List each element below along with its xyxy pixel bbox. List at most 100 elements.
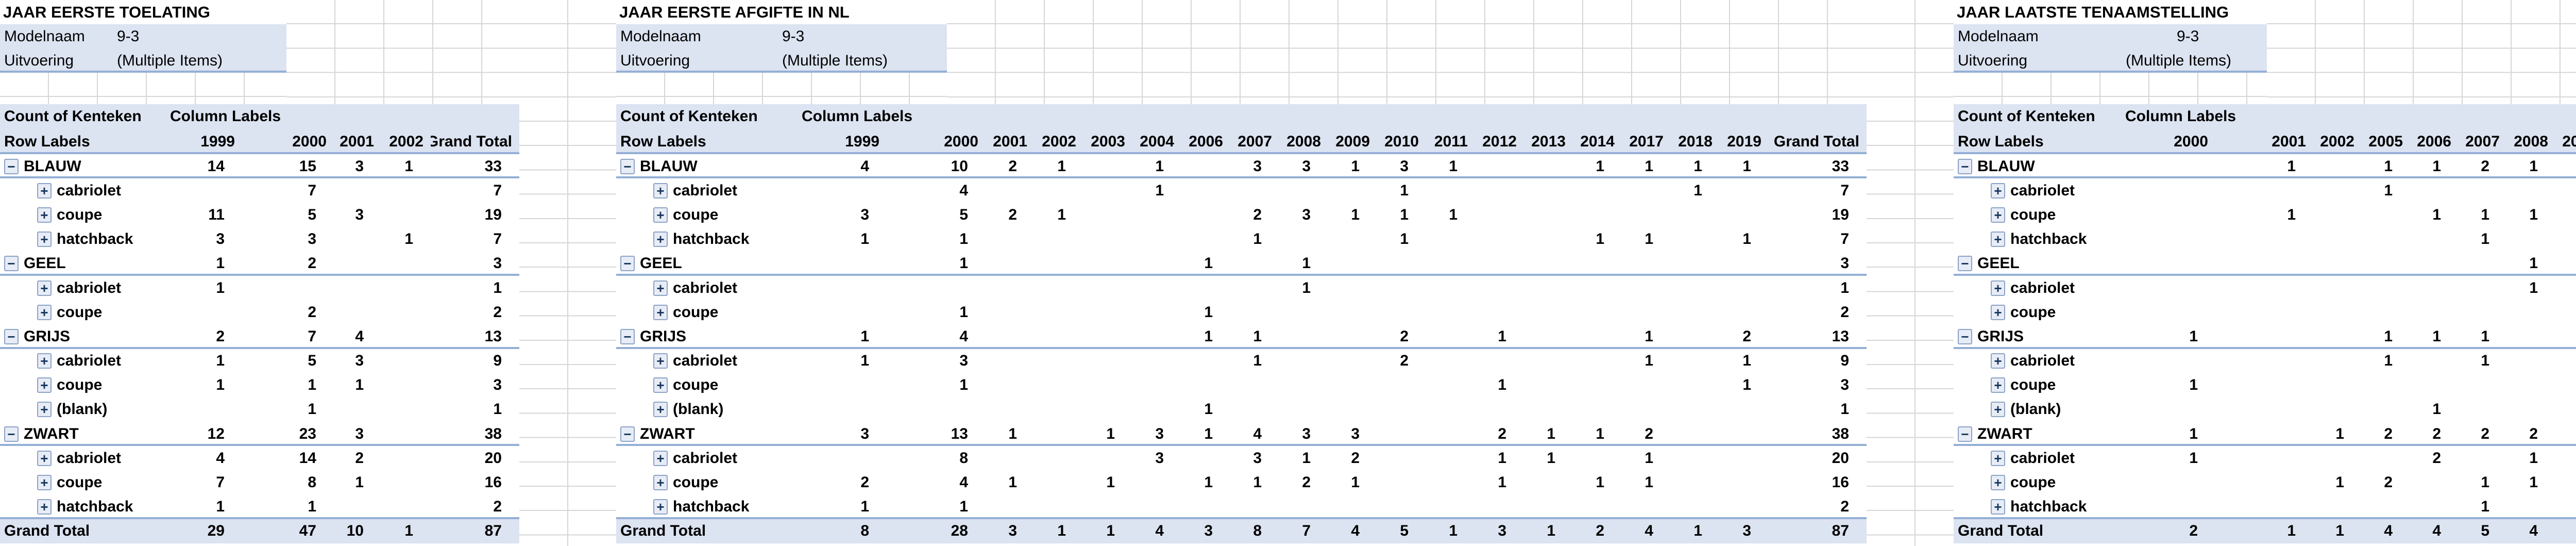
value-cell[interactable]: 14 xyxy=(299,449,316,467)
value-cell[interactable] xyxy=(2507,227,2555,252)
expand-icon[interactable]: + xyxy=(37,402,52,418)
value-cell[interactable]: 1 xyxy=(1204,401,1213,418)
value-cell[interactable] xyxy=(1671,470,1720,494)
row-labels-header-cell[interactable]: Row Labels xyxy=(1954,129,2120,154)
value-cell[interactable]: 1 xyxy=(1400,206,1409,223)
expand-icon[interactable]: + xyxy=(653,183,668,198)
value-cell[interactable] xyxy=(2313,349,2362,373)
row-label-cell[interactable]: + cabriolet xyxy=(1954,349,2120,373)
value-cell[interactable]: 1 xyxy=(1645,230,1653,248)
value-cell[interactable]: 1 xyxy=(1253,474,1262,491)
year-header-cell[interactable]: 1999 xyxy=(796,129,887,154)
value-cell[interactable] xyxy=(1524,252,1573,276)
grand-total-value-cell[interactable]: 4 xyxy=(2507,519,2555,543)
value-cell[interactable] xyxy=(2459,398,2507,422)
value-cell[interactable] xyxy=(381,373,431,398)
value-cell[interactable] xyxy=(986,373,1035,398)
value-cell[interactable] xyxy=(334,178,381,203)
value-cell[interactable] xyxy=(1035,300,1083,324)
year-header-cell[interactable]: 2007 xyxy=(1230,129,1279,154)
row-label-cell[interactable]: + cabriolet xyxy=(0,446,165,470)
expand-icon[interactable]: + xyxy=(37,183,52,198)
grand-total-value-cell[interactable]: 10 xyxy=(334,519,381,543)
value-cell[interactable]: 1 xyxy=(2481,352,2489,370)
column-labels-cell[interactable]: Column Labels xyxy=(796,104,1867,129)
value-cell[interactable]: 1 xyxy=(1547,425,1555,442)
value-cell[interactable] xyxy=(1720,178,1769,203)
grand-total-total-cell[interactable]: 87 xyxy=(431,519,519,543)
row-label-cell[interactable]: + hatchback xyxy=(1954,495,2120,519)
value-cell[interactable]: 1 xyxy=(1155,157,1164,175)
value-cell[interactable]: 15 xyxy=(299,157,316,175)
row-total-cell[interactable]: 33 xyxy=(1832,157,1849,175)
value-cell[interactable] xyxy=(887,398,986,422)
value-cell[interactable]: 1 xyxy=(1742,230,1751,248)
value-cell[interactable]: 4 xyxy=(355,327,364,345)
value-cell[interactable] xyxy=(1426,324,1475,349)
grand-total-value-cell[interactable]: 4 xyxy=(1132,519,1181,543)
value-cell[interactable] xyxy=(2215,252,2313,276)
value-cell[interactable]: 1 xyxy=(216,352,225,370)
value-cell[interactable] xyxy=(2410,252,2459,276)
value-cell[interactable] xyxy=(1230,276,1279,300)
value-cell[interactable] xyxy=(986,276,1035,300)
year-header-cell[interactable]: 2002 xyxy=(2313,129,2362,154)
value-cell[interactable] xyxy=(2120,300,2215,324)
value-cell[interactable]: 7 xyxy=(308,181,316,199)
row-label-cell[interactable]: − ZWART xyxy=(1954,422,2120,446)
year-header-cell[interactable]: 2004 xyxy=(1132,129,1181,154)
value-cell[interactable]: 2 xyxy=(2384,474,2393,491)
value-cell[interactable]: 2 xyxy=(355,449,364,467)
collapse-icon[interactable]: − xyxy=(1958,256,1972,272)
value-cell[interactable]: 1 xyxy=(2189,425,2198,442)
value-cell[interactable] xyxy=(1181,373,1230,398)
row-label-cell[interactable]: − GRIJS xyxy=(0,324,165,349)
grand-total-value-cell[interactable]: 1 xyxy=(381,519,431,543)
value-cell[interactable]: 12 xyxy=(207,425,225,442)
row-label-cell[interactable]: + coupe xyxy=(616,470,796,494)
year-header-cell[interactable]: 2012 xyxy=(1475,129,1524,154)
value-cell[interactable]: 1 xyxy=(404,157,413,175)
value-cell[interactable] xyxy=(986,349,1035,373)
row-label-cell[interactable]: + cabriolet xyxy=(1954,446,2120,470)
collapse-icon[interactable]: − xyxy=(620,158,635,174)
value-cell[interactable] xyxy=(2313,178,2362,203)
year-header-cell[interactable]: 2010 xyxy=(1377,129,1426,154)
value-cell[interactable] xyxy=(1181,178,1230,203)
value-cell[interactable]: 1 xyxy=(308,376,316,394)
value-cell[interactable] xyxy=(1475,300,1524,324)
value-cell[interactable] xyxy=(1181,154,1230,178)
value-cell[interactable]: 3 xyxy=(1302,206,1311,223)
value-cell[interactable]: 3 xyxy=(355,206,364,223)
value-cell[interactable]: 1 xyxy=(1351,206,1360,223)
value-cell[interactable]: 5 xyxy=(308,206,316,223)
value-cell[interactable]: 3 xyxy=(959,352,968,370)
expand-icon[interactable]: + xyxy=(1991,353,2005,369)
value-cell[interactable] xyxy=(986,178,1035,203)
value-cell[interactable] xyxy=(2215,422,2313,446)
value-cell[interactable]: 1 xyxy=(1253,327,1262,345)
row-total-cell[interactable]: 20 xyxy=(484,449,502,467)
value-cell[interactable] xyxy=(2313,276,2362,300)
value-cell[interactable]: 1 xyxy=(959,498,968,516)
grand-total-value-cell[interactable]: 3 xyxy=(1475,519,1524,543)
value-cell[interactable] xyxy=(1132,300,1181,324)
value-cell[interactable] xyxy=(986,398,1035,422)
value-cell[interactable] xyxy=(2120,495,2215,519)
value-cell[interactable]: 1 xyxy=(2529,474,2538,491)
expand-icon[interactable]: + xyxy=(1991,304,2005,320)
row-label-cell[interactable]: + coupe xyxy=(0,203,165,227)
collapse-icon[interactable]: − xyxy=(620,328,635,344)
expand-icon[interactable]: + xyxy=(37,499,52,515)
value-cell[interactable]: 1 xyxy=(1645,352,1653,370)
value-cell[interactable] xyxy=(2215,470,2313,494)
value-cell[interactable] xyxy=(2313,324,2362,349)
value-cell[interactable]: 2 xyxy=(2432,425,2441,442)
row-total-cell[interactable]: 3 xyxy=(1840,255,1849,272)
row-total-cell[interactable]: 1 xyxy=(493,401,502,418)
value-cell[interactable]: 4 xyxy=(959,181,968,199)
value-cell[interactable]: 4 xyxy=(959,327,968,345)
value-cell[interactable] xyxy=(2507,178,2555,203)
filter-row[interactable]: Modelnaam 9-3 xyxy=(616,24,947,48)
value-cell[interactable] xyxy=(1035,276,1083,300)
